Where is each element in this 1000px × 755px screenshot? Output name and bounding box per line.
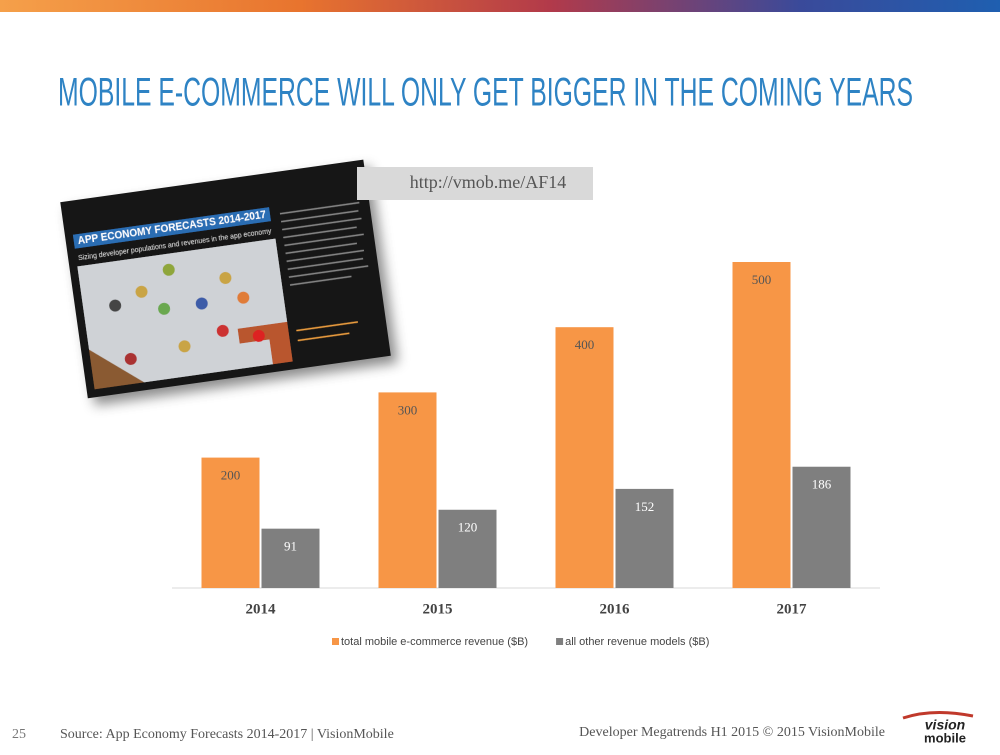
credit: Developer Megatrends H1 2015 © 2015 Visi… [579, 725, 885, 740]
bar [555, 327, 614, 588]
link-text[interactable]: http://vmob.me/AF14 [410, 172, 567, 192]
data-label: 91 [284, 539, 297, 554]
bar [732, 262, 791, 588]
legend-swatch [556, 638, 564, 645]
data-label: 120 [458, 520, 478, 535]
x-tick-label: 2017 [777, 601, 808, 617]
bar [438, 509, 497, 588]
report-cover: APP ECONOMY FORECASTS 2014-2017 Sizing d… [60, 159, 391, 399]
bar [615, 488, 674, 588]
cover-wood [89, 349, 145, 390]
x-tick-label: 2016 [600, 601, 631, 617]
cover-image [77, 238, 293, 390]
x-tick-label: 2015 [423, 601, 453, 617]
data-label: 186 [812, 477, 832, 492]
cover-title-band [72, 207, 271, 249]
bar [792, 466, 851, 588]
top-stripe [0, 0, 1000, 12]
bar [261, 528, 320, 588]
bar-chart: 2014 200 91 2015 300 120 2016 400 152 2017 500 186 t… [201, 262, 851, 648]
legend-label: all other revenue models ($B) [565, 636, 709, 648]
logo: vision mobile [902, 710, 974, 745]
cover-text-lines [279, 201, 369, 342]
logo-bottom: mobile [924, 730, 966, 745]
legend-label: total mobile e-commerce revenue ($B) [341, 636, 528, 648]
data-label: 400 [575, 337, 595, 352]
data-label: 152 [635, 499, 655, 514]
slide-title: MOBILE E-COMMERCE WILL ONLY GET BIGGER I… [58, 71, 913, 115]
data-label: 300 [398, 402, 418, 417]
link-box [357, 167, 593, 200]
logo-swoosh [902, 710, 974, 720]
logo-top: vision [925, 717, 965, 733]
data-label: 200 [221, 468, 241, 483]
cover-brick [237, 321, 293, 365]
bar [201, 457, 260, 588]
page-number: 25 [12, 727, 26, 742]
data-label: 500 [752, 272, 772, 287]
cover-pins [109, 263, 265, 365]
legend-swatch [332, 638, 339, 645]
x-tick-label: 2014 [246, 601, 277, 617]
bar [378, 392, 437, 588]
source-note: Source: App Economy Forecasts 2014-2017 … [60, 727, 394, 742]
